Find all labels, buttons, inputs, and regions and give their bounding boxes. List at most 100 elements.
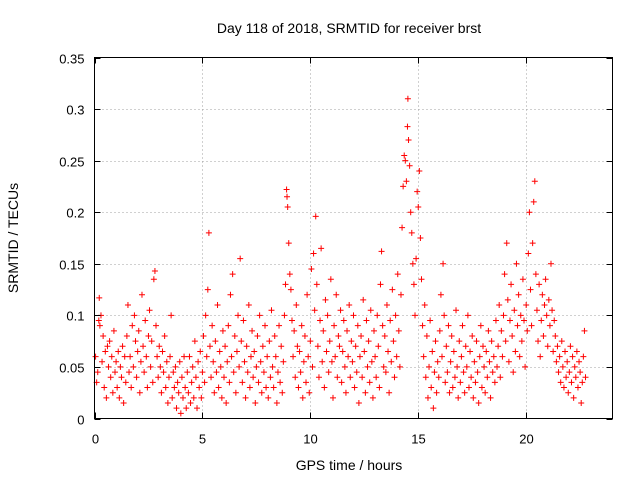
data-point: [285, 240, 292, 247]
data-point: [173, 405, 180, 412]
data-point: [467, 348, 474, 355]
data-point: [369, 394, 376, 401]
data-point: [576, 358, 583, 365]
data-point: [577, 369, 584, 376]
data-point: [298, 322, 305, 329]
data-point: [168, 312, 175, 319]
data-point: [266, 338, 273, 345]
data-point: [376, 384, 383, 391]
data-point: [222, 343, 229, 350]
data-point: [202, 312, 209, 319]
data-point: [372, 353, 379, 360]
data-point: [472, 379, 479, 386]
data-point: [251, 348, 258, 355]
y-tick-label: 0.3: [66, 103, 84, 118]
data-point: [460, 369, 467, 376]
data-point: [236, 363, 243, 370]
data-points: [92, 95, 589, 417]
data-point: [367, 307, 374, 314]
data-point: [184, 369, 191, 376]
data-point: [95, 317, 102, 324]
data-point: [454, 363, 461, 370]
data-point: [131, 312, 138, 319]
data-point: [424, 394, 431, 401]
data-point: [321, 384, 328, 391]
data-point: [358, 332, 365, 339]
data-point: [420, 353, 427, 360]
data-point: [338, 379, 345, 386]
data-point: [379, 322, 386, 329]
data-point: [228, 353, 235, 360]
data-point: [208, 374, 215, 381]
data-point: [529, 240, 536, 247]
data-point: [342, 389, 349, 396]
data-point: [178, 374, 185, 381]
data-point: [146, 307, 153, 314]
data-point: [189, 363, 196, 370]
data-point: [322, 296, 329, 303]
data-point: [554, 343, 561, 350]
data-point: [418, 276, 425, 283]
data-point: [360, 296, 367, 303]
data-point: [505, 358, 512, 365]
data-point: [153, 322, 160, 329]
data-point: [578, 400, 585, 407]
data-point: [501, 271, 508, 278]
data-point: [218, 394, 225, 401]
data-point: [279, 389, 286, 396]
data-point: [346, 302, 353, 309]
data-point: [171, 384, 178, 391]
data-point: [408, 229, 415, 236]
data-point: [572, 374, 579, 381]
data-point: [462, 343, 469, 350]
data-point: [140, 343, 147, 350]
data-point: [170, 369, 177, 376]
data-point: [187, 400, 194, 407]
data-point: [423, 332, 430, 339]
data-point: [239, 379, 246, 386]
y-tick-label: 0.35: [59, 52, 84, 67]
data-point: [563, 374, 570, 381]
data-point: [569, 353, 576, 360]
data-point: [564, 358, 571, 365]
data-point: [344, 327, 351, 334]
data-point: [348, 338, 355, 345]
data-point: [177, 410, 184, 417]
data-point: [581, 327, 588, 334]
data-point: [181, 353, 188, 360]
data-point: [448, 332, 455, 339]
data-point: [183, 405, 190, 412]
data-point: [123, 332, 130, 339]
data-point: [278, 343, 285, 350]
data-point: [154, 353, 161, 360]
data-point: [301, 332, 308, 339]
data-point: [566, 369, 573, 376]
data-point: [92, 353, 99, 360]
data-point: [455, 394, 462, 401]
data-point: [223, 400, 230, 407]
data-point: [516, 353, 523, 360]
data-point: [96, 294, 103, 301]
data-point: [186, 353, 193, 360]
data-point: [356, 353, 363, 360]
data-point: [205, 229, 212, 236]
x-tick-labels: 0 5 10 15 20: [92, 432, 534, 447]
data-point: [355, 400, 362, 407]
data-point: [103, 394, 110, 401]
data-point: [294, 343, 301, 350]
data-point: [211, 389, 218, 396]
data-point: [351, 384, 358, 391]
data-point: [412, 312, 419, 319]
data-point: [465, 384, 472, 391]
data-point: [179, 394, 186, 401]
x-tick-label: 10: [303, 432, 317, 447]
data-point: [406, 162, 413, 169]
data-point: [109, 389, 116, 396]
data-point: [475, 400, 482, 407]
data-point: [568, 379, 575, 386]
data-point: [526, 209, 533, 216]
data-point: [243, 343, 250, 350]
data-point: [118, 374, 125, 381]
data-point: [335, 332, 342, 339]
data-point: [381, 332, 388, 339]
